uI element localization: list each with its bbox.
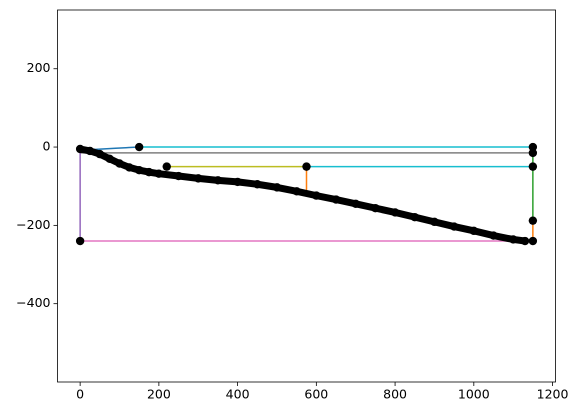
marker xyxy=(528,162,538,171)
marker xyxy=(272,183,282,192)
x-tick-label: 1000 xyxy=(458,387,490,402)
marker xyxy=(125,163,134,172)
marker xyxy=(469,226,479,236)
x-tick-label: 600 xyxy=(304,387,328,402)
marker xyxy=(449,222,459,231)
x-tick-label: 800 xyxy=(383,387,407,402)
y-tick-label: 0 xyxy=(43,139,51,154)
marker xyxy=(520,236,530,246)
marker xyxy=(85,146,95,156)
marker xyxy=(213,176,223,185)
y-tick-label: 200 xyxy=(27,60,51,75)
marker xyxy=(528,236,538,246)
marker xyxy=(233,177,242,187)
marker xyxy=(312,191,321,200)
plot-area xyxy=(75,142,538,246)
marker xyxy=(371,203,380,213)
y-tick-label: −400 xyxy=(16,295,50,310)
marker xyxy=(292,187,301,196)
marker xyxy=(489,231,498,240)
marker xyxy=(95,149,105,159)
marker xyxy=(528,142,538,152)
marker xyxy=(528,148,538,158)
marker xyxy=(331,195,341,204)
marker xyxy=(134,165,144,175)
marker xyxy=(154,169,164,178)
marker xyxy=(162,162,171,171)
series-line xyxy=(76,145,529,245)
marker xyxy=(75,144,85,154)
x-tick-label: 400 xyxy=(226,387,250,402)
y-tick-label: −200 xyxy=(16,217,50,232)
axes-frame xyxy=(57,9,556,383)
marker xyxy=(115,159,124,168)
marker xyxy=(430,217,439,227)
marker xyxy=(528,216,538,225)
x-tick-label: 200 xyxy=(147,387,171,402)
marker xyxy=(508,235,518,244)
marker xyxy=(75,236,85,246)
marker xyxy=(351,199,360,209)
marker xyxy=(302,162,311,171)
marker xyxy=(194,174,203,183)
marker xyxy=(253,180,262,189)
marker xyxy=(134,142,144,152)
marker xyxy=(174,171,183,181)
marker xyxy=(144,167,154,177)
x-tick-label: 0 xyxy=(76,387,84,402)
marker xyxy=(105,154,114,163)
x-tick-label: 1200 xyxy=(537,387,569,402)
marker xyxy=(390,208,400,217)
marker xyxy=(410,212,419,222)
